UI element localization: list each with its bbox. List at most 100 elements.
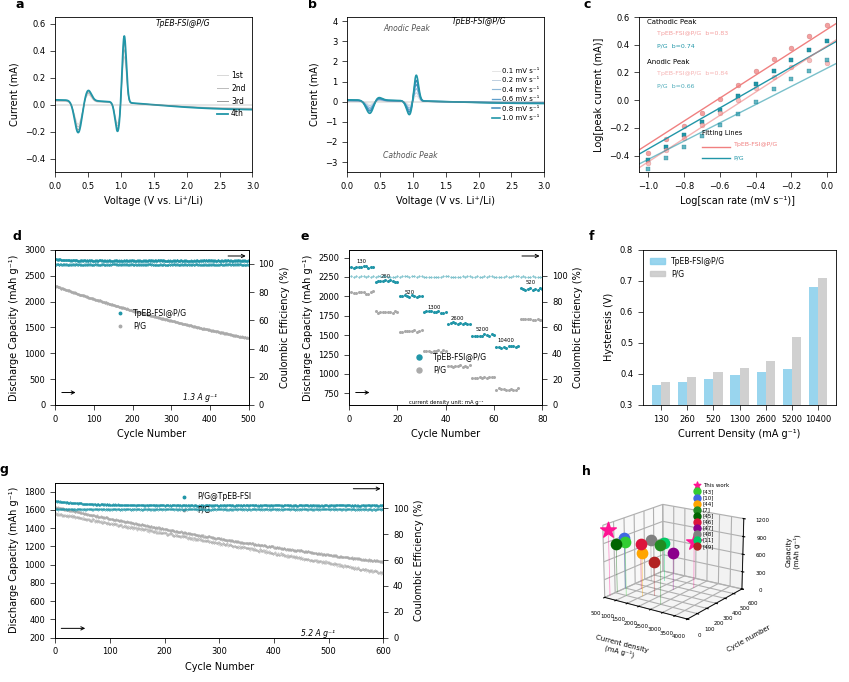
Bar — [687, 377, 696, 498]
TpEB-FSI@P/G — [239, 256, 250, 265]
3rd — [247, 105, 257, 113]
TpEB-FSI@P/G — [51, 254, 61, 263]
0.8 mV s⁻¹ — [411, 76, 421, 85]
0.1 mV s⁻¹ — [411, 92, 421, 100]
0.4 mV s⁻¹ — [500, 98, 510, 106]
P/G@TpEB-FSI — [379, 501, 389, 509]
P/G — [239, 333, 249, 342]
TpEB-FSI@P/G — [464, 321, 475, 329]
P/G@TpEB-FSI — [297, 501, 307, 509]
0.2 mV s⁻¹ — [363, 100, 373, 108]
Text: 130: 130 — [356, 258, 366, 264]
2nd — [186, 103, 196, 111]
TpEB-FSI@P/G — [166, 257, 177, 265]
Text: TpEB-FSI@P/G: TpEB-FSI@P/G — [734, 142, 778, 147]
Line: P/G: P/G — [55, 506, 384, 563]
0.2 mV s⁻¹ — [496, 98, 506, 106]
0.4 mV s⁻¹ — [363, 102, 373, 110]
3rd — [50, 96, 60, 104]
Line: 2nd: 2nd — [55, 50, 252, 127]
Line: 1.0 mV s⁻¹: 1.0 mV s⁻¹ — [347, 75, 544, 115]
Line: TpEB-FSI@P/G: TpEB-FSI@P/G — [55, 258, 249, 262]
Text: 5.2 A g⁻¹: 5.2 A g⁻¹ — [301, 629, 335, 638]
P/G@TpEB-FSI — [244, 501, 254, 509]
0.6 mV s⁻¹ — [496, 98, 506, 106]
Text: 5200: 5200 — [475, 327, 489, 332]
Text: b: b — [307, 0, 317, 11]
1.0 mV s⁻¹ — [404, 110, 414, 119]
Line: 4th: 4th — [55, 36, 252, 132]
4th — [247, 106, 257, 114]
0.1 mV s⁻¹ — [422, 98, 432, 106]
2nd — [73, 123, 83, 131]
TpEB-FSI@P/G — [433, 307, 443, 315]
0.4 mV s⁻¹ — [422, 98, 432, 106]
0.1 mV s⁻¹ — [500, 98, 510, 106]
P/G — [243, 334, 253, 342]
Y-axis label: Discharge Capacity (mAh g⁻¹): Discharge Capacity (mAh g⁻¹) — [8, 487, 19, 634]
3rd — [186, 103, 196, 111]
Text: f: f — [589, 231, 594, 243]
4th — [208, 104, 218, 113]
1.0 mV s⁻¹ — [430, 98, 440, 106]
4th — [138, 100, 148, 108]
Text: Fitting Lines: Fitting Lines — [702, 130, 742, 136]
Bar — [730, 376, 739, 498]
X-axis label: Cycle Number: Cycle Number — [185, 662, 254, 672]
0.6 mV s⁻¹ — [342, 96, 352, 104]
Bar — [756, 372, 766, 498]
1.0 mV s⁻¹ — [363, 106, 373, 115]
2nd — [138, 100, 148, 108]
0.4 mV s⁻¹ — [404, 104, 414, 112]
3rd — [208, 104, 218, 113]
P/G@TpEB-FSI — [109, 501, 119, 509]
P/G — [463, 363, 473, 371]
0.6 mV s⁻¹ — [363, 104, 373, 112]
Bar — [783, 369, 792, 498]
P/G — [520, 315, 531, 323]
TpEB-FSI@P/G — [537, 284, 548, 293]
3rd — [73, 125, 83, 134]
1.0 mV s⁻¹ — [500, 99, 510, 107]
TpEB-FSI@P/G — [501, 344, 511, 352]
Line: P/G: P/G — [351, 291, 543, 391]
1st — [208, 104, 218, 112]
Text: P/G  b=0.74: P/G b=0.74 — [657, 44, 694, 48]
0.2 mV s⁻¹ — [478, 98, 488, 106]
Line: 1st: 1st — [55, 57, 252, 124]
Text: TpEB-FSI@P/G  b=0.83: TpEB-FSI@P/G b=0.83 — [657, 31, 728, 36]
Line: 0.4 mV s⁻¹: 0.4 mV s⁻¹ — [347, 89, 544, 108]
0.1 mV s⁻¹ — [363, 100, 373, 108]
0.2 mV s⁻¹ — [404, 102, 414, 110]
0.2 mV s⁻¹ — [430, 98, 440, 106]
P/G — [346, 288, 357, 297]
P/G — [464, 361, 475, 370]
0.1 mV s⁻¹ — [496, 98, 506, 106]
TpEB-FSI@P/G — [472, 332, 482, 340]
TpEB-FSI@P/G — [346, 263, 357, 271]
1st — [247, 104, 257, 113]
0.1 mV s⁻¹ — [430, 98, 440, 106]
1st — [73, 120, 83, 128]
P/G — [155, 314, 165, 323]
P/G — [472, 374, 482, 382]
P/G@TpEB-FSI — [135, 501, 145, 509]
Legend: TpEB-FSI@P/G, P/G: TpEB-FSI@P/G, P/G — [408, 350, 490, 378]
0.1 mV s⁻¹ — [342, 98, 352, 106]
P/G — [199, 533, 209, 541]
Bar — [766, 361, 775, 498]
4th — [186, 104, 196, 112]
Text: e: e — [301, 231, 309, 243]
Text: h: h — [582, 464, 591, 478]
Text: Cathodic Peak: Cathodic Peak — [383, 151, 438, 160]
P/G@TpEB-FSI — [51, 496, 61, 505]
Line: 0.2 mV s⁻¹: 0.2 mV s⁻¹ — [347, 93, 544, 106]
0.6 mV s⁻¹ — [478, 98, 488, 106]
0.6 mV s⁻¹ — [422, 98, 432, 106]
0.4 mV s⁻¹ — [496, 98, 506, 106]
Text: TpEB-FSI@P/G: TpEB-FSI@P/G — [156, 20, 211, 29]
X-axis label: Cycle Number: Cycle Number — [411, 429, 481, 439]
Text: Cathodic Peak: Cathodic Peak — [647, 18, 696, 25]
P/G — [297, 546, 307, 554]
P/G — [244, 539, 254, 548]
